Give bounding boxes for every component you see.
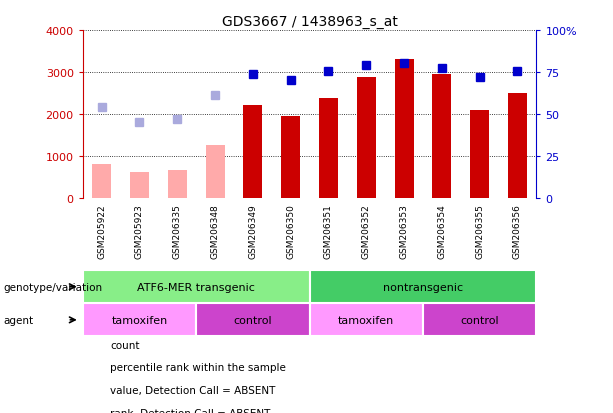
Text: ATF6-MER transgenic: ATF6-MER transgenic <box>137 282 255 292</box>
Text: GSM206350: GSM206350 <box>286 204 295 259</box>
Text: value, Detection Call = ABSENT: value, Detection Call = ABSENT <box>110 385 276 395</box>
Text: GSM206349: GSM206349 <box>248 204 257 259</box>
Text: GSM205923: GSM205923 <box>135 204 144 259</box>
Bar <box>508 94 527 198</box>
Text: nontransgenic: nontransgenic <box>383 282 463 292</box>
Bar <box>395 60 414 198</box>
Text: genotype/variation: genotype/variation <box>3 282 102 292</box>
Bar <box>310 271 536 304</box>
Text: GSM205922: GSM205922 <box>97 204 106 259</box>
Bar <box>168 170 187 198</box>
Text: control: control <box>460 315 499 325</box>
Text: GSM206353: GSM206353 <box>400 204 409 259</box>
Bar <box>130 172 149 198</box>
Text: GSM206335: GSM206335 <box>173 204 182 259</box>
Bar <box>83 271 310 304</box>
Bar <box>243 105 262 198</box>
Text: count: count <box>110 340 140 350</box>
Text: rank, Detection Call = ABSENT: rank, Detection Call = ABSENT <box>110 408 271 413</box>
Bar <box>92 165 111 198</box>
Bar <box>470 110 489 198</box>
Text: GSM206356: GSM206356 <box>513 204 522 259</box>
Title: GDS3667 / 1438963_s_at: GDS3667 / 1438963_s_at <box>222 14 397 28</box>
Bar <box>319 99 338 198</box>
Text: agent: agent <box>3 315 33 325</box>
Text: tamoxifen: tamoxifen <box>338 315 394 325</box>
Text: GSM206355: GSM206355 <box>475 204 484 259</box>
Bar <box>423 304 536 337</box>
Text: GSM206352: GSM206352 <box>362 204 371 259</box>
Text: GSM206351: GSM206351 <box>324 204 333 259</box>
Bar <box>432 75 451 198</box>
Bar <box>205 145 224 198</box>
Bar <box>196 304 310 337</box>
Bar <box>83 304 196 337</box>
Text: tamoxifen: tamoxifen <box>112 315 167 325</box>
Text: percentile rank within the sample: percentile rank within the sample <box>110 363 286 373</box>
Bar <box>357 78 376 198</box>
Text: control: control <box>234 315 272 325</box>
Bar <box>281 117 300 198</box>
Text: GSM206348: GSM206348 <box>210 204 219 259</box>
Bar <box>310 304 423 337</box>
Text: GSM206354: GSM206354 <box>437 204 446 259</box>
